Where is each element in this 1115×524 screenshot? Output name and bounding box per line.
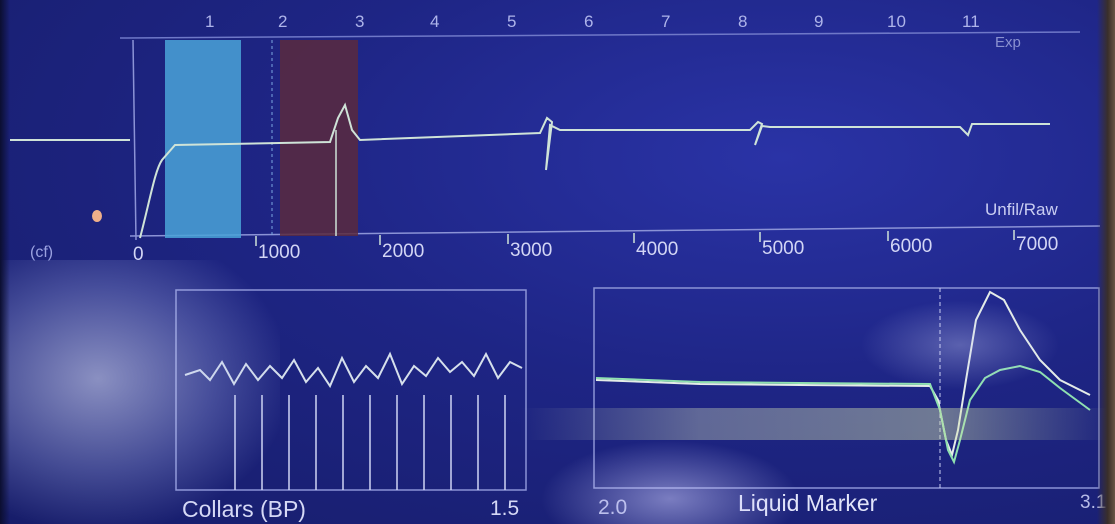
monitor-bezel	[1097, 0, 1115, 524]
depth-unit-label: Unfil/Raw	[985, 200, 1058, 219]
top-tick: 10	[887, 12, 906, 31]
depth-tick: 2000	[382, 241, 425, 262]
top-tick: 4	[430, 12, 440, 31]
collars-scale: 1.5	[490, 497, 520, 520]
brown-band	[280, 40, 358, 236]
cyan-band	[165, 40, 241, 238]
depth-tick: 5000	[762, 238, 805, 259]
top-panel-bottom-border	[129, 225, 1101, 237]
liquid-panel-frame	[593, 287, 1100, 489]
top-trace	[10, 102, 1050, 239]
top-tick: 7	[661, 12, 671, 31]
collars-title: Collars (BP)	[182, 496, 306, 522]
liquid-scale-left: 2.0	[598, 496, 628, 519]
top-tick: 11	[962, 12, 980, 31]
top-tick: 5	[507, 12, 517, 31]
collars-trace	[184, 351, 523, 389]
indicator-light	[92, 210, 102, 222]
top-tick: 6	[584, 12, 594, 31]
exp-label: Exp	[995, 34, 1021, 51]
top-tick: 3	[355, 12, 365, 31]
depth-tick: 0	[133, 244, 144, 265]
liquid-trace-green	[595, 364, 1091, 465]
depth-tick: 3000	[510, 240, 553, 261]
liquid-title: Liquid Marker	[738, 490, 878, 516]
top-tick: 9	[814, 12, 824, 31]
top-tick: 2	[278, 12, 288, 31]
depth-tick: 7000	[1016, 234, 1059, 255]
monitor-bezel	[0, 0, 10, 524]
collar-markers	[234, 395, 506, 490]
top-tick: 8	[738, 12, 748, 31]
top-tick: 1	[205, 12, 215, 31]
depth-tick: 6000	[890, 236, 933, 257]
top-panel-top-border	[119, 31, 1081, 39]
cf-label: (cf)	[30, 244, 54, 261]
depth-tick: 4000	[636, 239, 679, 260]
collars-panel-frame	[175, 289, 527, 491]
depth-tick: 1000	[258, 242, 301, 263]
liquid-trace-white	[595, 290, 1091, 459]
top-panel-left-border	[132, 39, 137, 241]
